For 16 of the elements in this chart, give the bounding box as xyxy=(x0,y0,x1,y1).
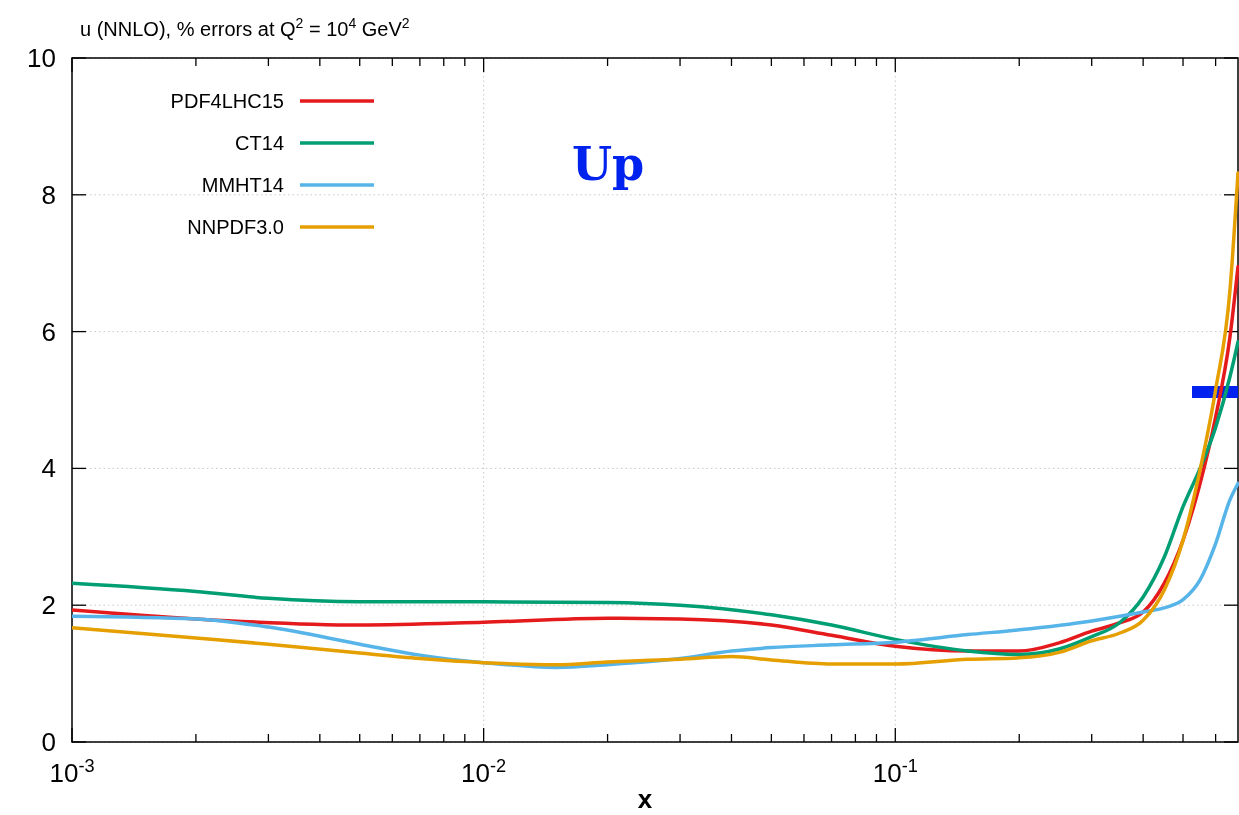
legend-label: MMHT14 xyxy=(201,174,284,196)
y-tick-label: 8 xyxy=(41,179,56,210)
legend-label: NNPDF3.0 xyxy=(187,216,284,238)
x-axis-title: x xyxy=(637,784,653,814)
x-tick-label: 10$^{-2}$ xyxy=(461,756,507,788)
y-tick-label: 6 xyxy=(41,316,56,347)
x-tick-label: 10$^{-3}$ xyxy=(49,756,95,788)
annotation: Up xyxy=(572,137,645,191)
y-tick-label: 4 xyxy=(41,453,56,484)
chart-title: u (NNLO), % errors at Q$^{2}$ = 10$^{4}$ GeV$^{2}$ xyxy=(80,15,410,40)
legend-label: PDF4LHC15 xyxy=(170,90,284,112)
y-tick-label: 2 xyxy=(41,590,56,621)
x-tick-label: 10$^{-1}$ xyxy=(872,756,918,788)
y-tick-label: 10 xyxy=(27,43,56,73)
y-tick-label: 0 xyxy=(41,727,56,757)
legend-label: CT14 xyxy=(235,132,284,154)
